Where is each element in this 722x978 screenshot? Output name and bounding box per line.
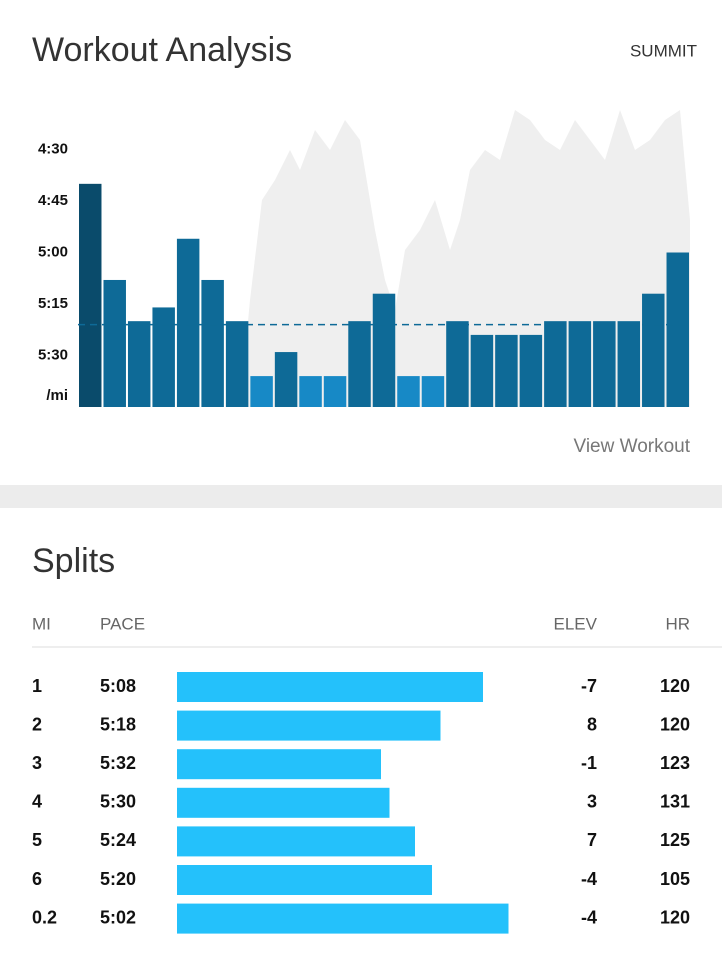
column-header: HR [665,614,690,633]
split-heart-rate: 125 [660,830,690,850]
split-pace: 5:20 [100,869,136,889]
split-mile: 2 [32,714,42,734]
split-pace: 5:18 [100,714,136,734]
pace-bar [544,321,567,407]
pace-bar [372,293,396,407]
pace-bar [225,321,249,407]
split-heart-rate: 131 [660,792,690,812]
pace-bar [152,307,175,407]
split-pace: 5:32 [100,753,136,773]
split-elevation: 3 [587,792,597,812]
split-heart-rate: 120 [660,676,690,696]
split-heart-rate: 123 [660,753,690,773]
view-workout-link[interactable]: View Workout [573,436,690,457]
split-mile: 3 [32,753,42,773]
split-elevation: 8 [587,714,597,734]
pace-bar [323,376,347,407]
split-heart-rate: 120 [660,907,690,927]
elevation-profile [78,110,690,407]
split-mile: 1 [32,676,42,696]
column-header: PACE [100,614,145,633]
y-unit: /mi [46,387,68,404]
section-divider [0,485,722,508]
split-elevation: -4 [581,907,597,927]
split-heart-rate: 105 [660,869,690,889]
pace-bar [127,321,151,407]
pace-bar [666,252,689,407]
pace-bar [274,352,298,407]
pace-bar [79,183,102,407]
y-tick-label: 5:00 [38,243,68,260]
pace-bar [519,334,543,407]
pace-bar [421,376,445,407]
pace-bar [103,279,126,407]
split-pace: 5:08 [100,676,136,696]
split-elevation: -1 [581,753,597,773]
split-pace-bar [177,903,509,934]
pace-bar [568,321,592,407]
pace-bar [397,376,420,407]
y-tick-label: 5:15 [38,295,68,312]
split-pace: 5:24 [100,830,136,850]
split-mile: 0.2 [32,907,57,927]
split-pace-bar [177,826,415,857]
column-header: MI [32,614,51,633]
y-tick-label: 4:30 [38,140,68,157]
split-pace-bar [177,787,390,818]
pace-bar [593,321,616,407]
pace-bar [495,334,518,407]
split-pace-bar [177,710,441,741]
column-header: ELEV [554,614,598,633]
page-title: Workout Analysis [32,31,292,69]
split-elevation: -4 [581,869,597,889]
pace-bar [299,376,322,407]
split-pace-bar [177,865,432,895]
pace-bar [348,321,371,407]
y-tick-label: 4:45 [38,192,68,209]
split-pace: 5:02 [100,907,136,927]
pace-bar [642,293,665,407]
summit-button[interactable]: SUMMIT [630,41,697,60]
split-mile: 5 [32,830,42,850]
split-mile: 4 [32,792,42,812]
pace-bar [250,376,273,407]
split-pace: 5:30 [100,792,136,812]
split-pace-bar [177,672,483,702]
split-pace-bar [177,749,381,780]
split-elevation: 7 [587,830,597,850]
split-heart-rate: 120 [660,714,690,734]
split-mile: 6 [32,869,42,889]
split-elevation: -7 [581,676,597,696]
y-tick-label: 5:30 [38,346,68,363]
pace-bar [617,321,641,407]
pace-bar [470,334,494,407]
pace-bar [176,238,200,407]
pace-bar [446,321,469,407]
pace-bar [201,279,224,407]
splits-title: Splits [32,542,115,580]
